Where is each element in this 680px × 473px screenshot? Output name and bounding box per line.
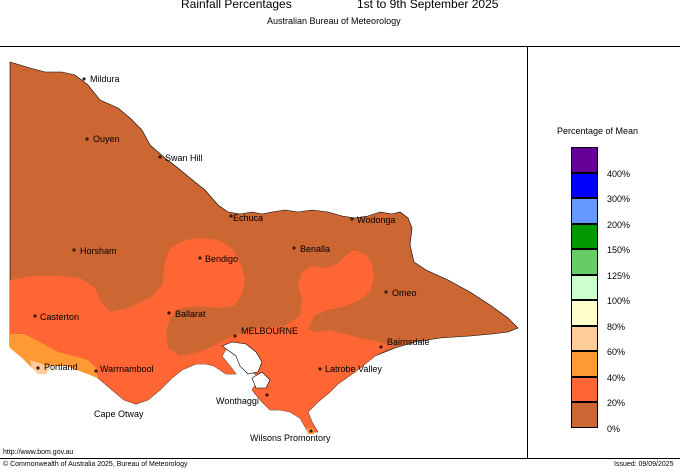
legend-swatch	[571, 172, 598, 198]
port-phillip-bay	[221, 341, 263, 375]
map-frame	[0, 46, 680, 459]
legend-label: 40%	[607, 372, 626, 383]
place-ouyen: Ouyen	[93, 134, 120, 144]
map-title: Rainfall Percentages	[181, 0, 292, 11]
legend-swatch	[571, 147, 598, 173]
place-casterton: Casterton	[40, 312, 79, 322]
legend-swatch	[571, 274, 598, 300]
victoria-map: Mildura Ouyen Swan Hill Echuca Wodonga H…	[9, 61, 519, 443]
western-port	[251, 371, 271, 389]
map-subtitle: Australian Bureau of Meteorology	[267, 16, 401, 26]
place-melbourne: MELBOURNE	[241, 326, 298, 336]
place-wilsons-promontory: Wilsons Promontory	[250, 433, 331, 443]
legend-swatch	[571, 376, 598, 402]
place-benalla: Benalla	[300, 244, 330, 254]
rainfall-60-80-region	[30, 360, 50, 374]
legend-label: 100%	[607, 296, 631, 306]
place-portland: Portland	[44, 362, 78, 372]
place-wodonga: Wodonga	[357, 215, 395, 225]
map-legend-divider	[527, 46, 528, 459]
title-row: Rainfall Percentages 1st to 9th Septembe…	[0, 0, 680, 13]
place-wonthaggi: Wonthaggi	[216, 396, 259, 406]
place-bairnsdale: Bairnsdale	[387, 337, 430, 347]
legend-swatch	[571, 351, 598, 377]
map-labels: Mildura Ouyen Swan Hill Echuca Wodonga H…	[33, 74, 430, 443]
footer-issued-date: Issued: 09/09/2025	[614, 461, 674, 468]
place-omeo: Omeo	[392, 288, 417, 298]
legend-swatch	[571, 198, 598, 224]
legend-label: 125%	[607, 270, 631, 281]
legend-label: 80%	[607, 321, 626, 332]
rainfall-0-20-patch	[104, 282, 132, 308]
legend-swatch	[571, 300, 598, 326]
rainfall-20-40-region	[10, 238, 392, 432]
date-range: 1st to 9th September 2025	[357, 0, 499, 11]
footer-copyright: © Commonwealth of Australia 2025, Bureau…	[3, 461, 188, 468]
legend-swatch	[571, 402, 598, 428]
place-mildura: Mildura	[90, 74, 120, 84]
place-horsham: Horsham	[80, 246, 117, 256]
legend-label: 20%	[607, 398, 626, 408]
place-cape-otway: Cape Otway	[94, 409, 144, 419]
legend-title: Percentage of Mean	[557, 126, 639, 136]
footer-url[interactable]: http://www.bom.gov.au	[3, 449, 74, 456]
legend-swatch	[571, 325, 598, 351]
legend-label: 150%	[607, 245, 631, 255]
place-latrobe-valley: Latrobe Valley	[325, 364, 382, 374]
legend-swatch	[571, 249, 598, 275]
legend-label: 300%	[607, 194, 631, 204]
legend-label-bottom: 0%	[607, 423, 621, 434]
place-echuca: Echuca	[233, 213, 263, 223]
place-warrnambool: Warrnambool	[100, 364, 154, 374]
legend-label: 60%	[607, 347, 626, 357]
legend-label: 400%	[607, 168, 631, 179]
legend-swatch	[571, 223, 598, 249]
place-ballarat: Ballarat	[175, 309, 206, 319]
legend-label: 200%	[607, 219, 631, 230]
place-swan-hill: Swan Hill	[165, 153, 203, 163]
place-bendigo: Bendigo	[205, 254, 238, 264]
